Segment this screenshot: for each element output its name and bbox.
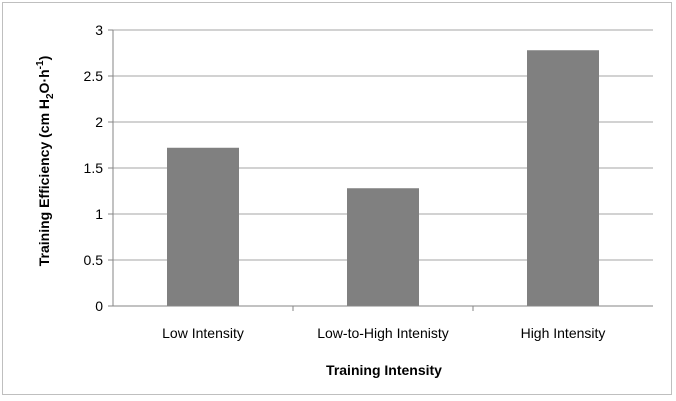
y-tick-label-6: 3 [95,22,103,38]
y-tick-label-1: 0.5 [84,252,104,268]
x-tick-label-1: Low-to-High Intenisty [317,325,449,341]
x-tick-label-0: Low Intensity [162,325,244,341]
axes [108,29,653,311]
bar-chart: 0 0.5 1 1.5 2 2.5 3 Low Intensity Low-to-High In… [35,22,653,378]
x-tick-label-2: High Intensity [521,325,606,341]
bar-1 [347,188,419,306]
y-tick-label-4: 2 [95,114,103,130]
y-tick-label-5: 2.5 [84,68,104,84]
y-tick-label-2: 1 [95,206,103,222]
tick-labels: 0 0.5 1 1.5 2 2.5 3 Low Intensity Low-to-High In… [84,22,606,341]
y-axis-title: Training Efficiency (cm H2O·h-1) [35,56,56,267]
chart-frame: 0 0.5 1 1.5 2 2.5 3 Low Intensity Low-to-High In… [2,2,672,395]
bar-2 [527,50,599,306]
y-tick-label-0: 0 [95,298,103,314]
bar-0 [167,147,239,306]
bars [167,50,599,306]
y-tick-label-3: 1.5 [84,160,104,176]
x-axis-title: Training Intensity [326,362,442,378]
